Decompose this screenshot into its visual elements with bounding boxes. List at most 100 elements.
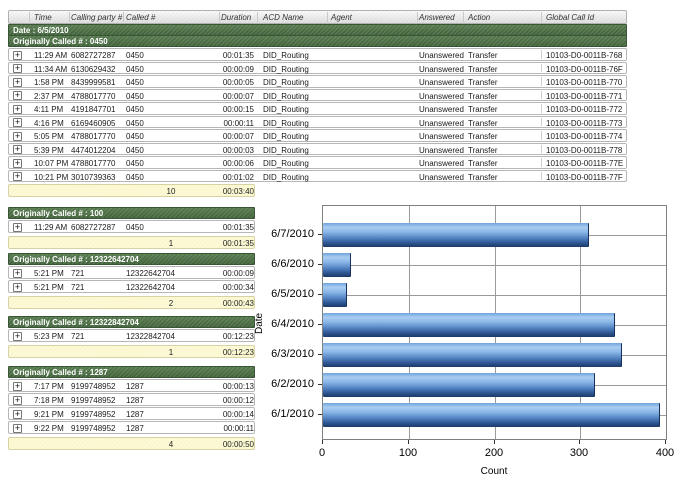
cell-duration: 00:01:35 xyxy=(222,223,254,232)
cell-called: 12322642704 xyxy=(126,283,175,292)
group-header-band: Originally Called # : 1287 xyxy=(8,366,255,378)
expand-icon[interactable]: + xyxy=(13,171,22,181)
table-row: +7:18 PM 9199748952 1287 00:00:12 xyxy=(8,393,255,406)
cell-global_id: 10103-D0-0011B-768 xyxy=(546,51,623,60)
group-summary-row: 1 00:12:23 xyxy=(8,345,255,358)
cell-calling: 6082727287 xyxy=(71,223,116,232)
expand-icon[interactable]: + xyxy=(13,330,22,341)
table-row: +2:37 PM 4788017770 0450 00:00:07 DID_Routin… xyxy=(8,88,627,101)
y-tick-label: 6/6/2010 xyxy=(271,258,314,270)
cell-answered: Unanswered xyxy=(419,51,464,60)
column-separator xyxy=(541,131,542,140)
group-header-band: Originally Called # : 0450 xyxy=(8,35,627,47)
group-header-band: Originally Called # : 12322642704 xyxy=(8,253,255,265)
cell-duration: 00:00:03 xyxy=(222,145,254,155)
group-table: Originally Called # : 12322642704 +5:21 P… xyxy=(8,253,255,309)
cell-time: 5:23 PM xyxy=(34,332,64,341)
x-tick-mark xyxy=(408,440,409,444)
y-tick-mark xyxy=(318,354,322,355)
cell-calling: 9199748952 xyxy=(71,424,116,433)
expand-icon[interactable]: + xyxy=(13,90,22,100)
expand-icon[interactable]: + xyxy=(13,63,22,73)
group-header-band: Originally Called # : 100 xyxy=(8,207,255,219)
column-header-calling-party-: Calling party # xyxy=(71,13,123,22)
cell-time: 7:17 PM xyxy=(34,382,64,391)
expand-icon[interactable]: + xyxy=(13,221,22,232)
cell-answered: Unanswered xyxy=(419,145,464,155)
expand-icon[interactable]: + xyxy=(13,130,22,141)
cell-duration: 00:00:34 xyxy=(222,283,254,292)
cell-global_id: 10103-D0-0011B-778 xyxy=(546,145,623,155)
y-tick-mark xyxy=(318,414,322,415)
table-row: +11:34 AM 6130629432 0450 00:00:09 DID_Routi… xyxy=(8,61,627,74)
y-tick-mark xyxy=(318,324,322,325)
summary-total-duration: 00:03:40 xyxy=(222,187,254,196)
expand-icon[interactable]: + xyxy=(13,144,22,154)
cell-action: Transfer xyxy=(468,118,498,128)
column-separator xyxy=(541,12,542,22)
cell-time: 4:11 PM xyxy=(34,105,64,114)
cell-acd: DID_Routing xyxy=(263,51,309,60)
cell-duration: 00:00:07 xyxy=(222,132,254,141)
expand-icon[interactable]: + xyxy=(13,408,22,419)
column-separator xyxy=(541,117,542,126)
x-tick-mark xyxy=(322,440,323,444)
summary-total-duration: 00:01:35 xyxy=(222,239,254,248)
table-row: +5:39 PM 4474012204 0450 00:00:03 DID_Routin… xyxy=(8,142,627,155)
summary-count: 1 xyxy=(168,239,174,248)
expand-icon[interactable]: + xyxy=(13,76,22,87)
column-header-called-: Called # xyxy=(126,13,156,22)
cell-calling: 3010739363 xyxy=(71,172,116,182)
cell-acd: DID_Routing xyxy=(263,172,309,182)
table-row: +7:17 PM 9199748952 1287 00:00:13 xyxy=(8,379,255,392)
expand-icon[interactable]: + xyxy=(13,380,22,391)
expand-icon[interactable]: + xyxy=(13,157,22,168)
cell-global_id: 10103-D0-0011B-772 xyxy=(546,105,623,114)
expand-icon[interactable]: + xyxy=(13,103,22,114)
cell-time: 5:05 PM xyxy=(34,132,64,141)
expand-icon[interactable]: + xyxy=(13,49,22,60)
column-separator xyxy=(541,50,542,59)
cell-calling: 9199748952 xyxy=(71,410,116,419)
cell-called: 1287 xyxy=(126,382,144,391)
cell-action: Transfer xyxy=(468,145,498,155)
cell-calling: 4788017770 xyxy=(71,132,116,141)
cell-called: 12322842704 xyxy=(126,332,175,341)
table-header-row: Time Calling party # Called # Duration ACD N… xyxy=(8,10,627,24)
y-tick-mark xyxy=(318,234,322,235)
cell-called: 0450 xyxy=(126,78,144,87)
cell-global_id: 10103-D0-0011B-770 xyxy=(546,78,623,87)
column-separator xyxy=(327,12,328,22)
cell-answered: Unanswered xyxy=(419,105,464,114)
cell-time: 2:37 PM xyxy=(34,91,64,101)
cell-duration: 00:00:15 xyxy=(222,105,254,114)
x-tick-label: 400 xyxy=(655,447,675,459)
cell-acd: DID_Routing xyxy=(263,159,309,168)
table-row: +10:21 PM 3010739363 0450 00:01:02 DID_Routi… xyxy=(8,169,627,182)
cell-answered: Unanswered xyxy=(419,64,464,74)
table-row: +9:22 PM 9199748952 1287 00:00:11 xyxy=(8,421,255,434)
summary-count: 4 xyxy=(168,440,174,449)
x-tick-label: 300 xyxy=(569,447,589,459)
expand-icon[interactable]: + xyxy=(13,267,22,278)
cell-time: 1:58 PM xyxy=(34,78,64,87)
cell-called: 1287 xyxy=(126,410,144,419)
cell-acd: DID_Routing xyxy=(263,78,309,87)
expand-icon[interactable]: + xyxy=(13,394,22,405)
x-tick-mark xyxy=(579,440,580,444)
y-tick-label: 6/3/2010 xyxy=(271,348,314,360)
group-summary-row: 1 00:01:35 xyxy=(8,236,255,249)
expand-icon[interactable]: + xyxy=(13,422,22,433)
column-separator xyxy=(463,12,464,22)
cell-called: 0450 xyxy=(126,91,144,101)
table-row: +4:16 PM 6169460905 0450 00:00:11 DID_Routin… xyxy=(8,115,627,128)
y-tick-mark xyxy=(318,294,322,295)
table-row: +11:29 AM 6082727287 0450 00:01:35 DID_Routi… xyxy=(8,48,627,61)
summary-total-duration: 00:00:43 xyxy=(222,299,254,308)
cell-global_id: 10103-D0-0011B-774 xyxy=(546,132,623,141)
column-separator xyxy=(541,158,542,167)
cell-calling: 4191847701 xyxy=(71,105,116,114)
expand-icon[interactable]: + xyxy=(13,117,22,127)
cell-called: 0450 xyxy=(126,118,144,128)
expand-icon[interactable]: + xyxy=(13,281,22,292)
